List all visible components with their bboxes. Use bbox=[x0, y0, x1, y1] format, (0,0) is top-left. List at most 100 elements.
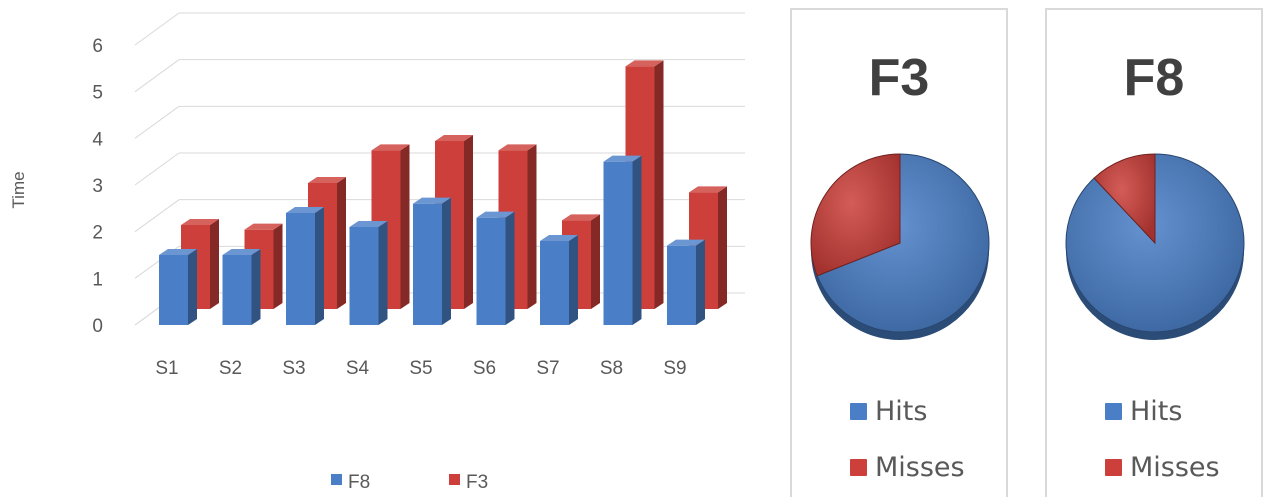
bar-f3-s9-side bbox=[718, 186, 727, 309]
bar-f8-s5-front bbox=[413, 203, 442, 325]
bar-f8-s7 bbox=[540, 235, 578, 325]
y-tick-label: 6 bbox=[92, 36, 103, 57]
bar-f8-s4-side bbox=[378, 221, 388, 325]
pie-title: F8 bbox=[1123, 49, 1185, 107]
bar-f8-s2-side bbox=[251, 249, 261, 325]
bar-f8-s9-front bbox=[667, 245, 696, 325]
legend-swatch bbox=[449, 474, 460, 485]
bar-f8-s4-front bbox=[349, 227, 379, 325]
bar-f8-s5 bbox=[413, 197, 451, 325]
legend-label: F8 bbox=[348, 472, 370, 493]
bar-f8-s8-side bbox=[632, 155, 642, 325]
x-tick-label: S5 bbox=[409, 358, 432, 379]
gridline-side bbox=[134, 199, 180, 233]
bar-f8-s8-top bbox=[603, 155, 642, 162]
bar-f8-s1-top bbox=[159, 249, 197, 255]
bar-f8-s8 bbox=[603, 155, 642, 325]
bar-f3-s2-side bbox=[273, 223, 283, 309]
pie-slice-misses bbox=[1093, 153, 1156, 245]
gridline-side bbox=[134, 12, 180, 46]
y-tick-label: 1 bbox=[92, 269, 103, 290]
pie-title: F3 bbox=[868, 49, 930, 107]
pie-chart-f8 bbox=[1065, 153, 1245, 340]
bar-f8-s7-top bbox=[540, 235, 578, 241]
x-tick-label: S3 bbox=[282, 358, 305, 379]
x-tick-label: S8 bbox=[600, 358, 623, 379]
legend-label: F3 bbox=[466, 472, 488, 493]
bar-f3-s8-top bbox=[625, 60, 664, 67]
bar-f8-s4-top bbox=[349, 221, 388, 227]
legend-label: Hits bbox=[875, 396, 928, 427]
bar-f3-s1-top bbox=[181, 219, 219, 225]
bar-f3-s1-side bbox=[210, 219, 219, 309]
y-tick-label: 0 bbox=[92, 316, 103, 337]
legend-item-misses: Misses bbox=[1105, 452, 1220, 483]
legend-label: Misses bbox=[875, 452, 965, 483]
bar-f8-s1-side bbox=[188, 249, 197, 325]
bar-f8-s2 bbox=[222, 249, 261, 325]
bar-f8-s7-side bbox=[569, 235, 578, 325]
x-tick-label: S7 bbox=[536, 358, 559, 379]
bar-f3-s9-top bbox=[689, 186, 727, 193]
bar-legend: F8 F3 bbox=[331, 472, 488, 493]
bar-f8-s6 bbox=[476, 211, 515, 325]
bar-f8-s3 bbox=[286, 207, 324, 325]
bar-f3-s3-top bbox=[308, 177, 346, 183]
bar-f8-s9-top bbox=[667, 239, 705, 246]
bar-f8-s3-top bbox=[286, 207, 324, 213]
bar-f8-s9-side bbox=[696, 239, 705, 325]
x-tick-label: S1 bbox=[155, 358, 178, 379]
bar-f8-s2-front bbox=[222, 255, 252, 325]
bar-f8-s9 bbox=[667, 239, 705, 325]
y-tick-label: 4 bbox=[92, 129, 103, 150]
bar-f8-s5-top bbox=[413, 197, 451, 204]
bar-f8-s3-front bbox=[286, 213, 315, 325]
legend-label: Misses bbox=[1130, 452, 1220, 483]
bars bbox=[159, 60, 727, 325]
bar-f3-s4-top bbox=[371, 144, 410, 151]
bar-f3-s5-side bbox=[464, 135, 473, 309]
legend-item-hits: Hits bbox=[1105, 396, 1182, 427]
bar-f8-s6-top bbox=[476, 211, 515, 218]
gridline-side bbox=[134, 152, 180, 186]
pie-chart-f3 bbox=[810, 153, 990, 340]
legend-swatch bbox=[331, 474, 342, 485]
bar-f3-s7-top bbox=[562, 214, 600, 221]
gridline-side bbox=[134, 59, 180, 93]
y-tick-label: 3 bbox=[92, 176, 103, 197]
y-tick-label: 5 bbox=[92, 83, 103, 104]
x-tick-label: S4 bbox=[346, 358, 370, 379]
bar-f3-s4-side bbox=[400, 144, 410, 309]
bar-chart: 0 1 2 3 4 5 6 S1 S2 S3 S4 S5 S6 S7 S8 S9 Time F8 F3 bbox=[9, 12, 745, 493]
bar-f8-s8-front bbox=[603, 161, 633, 325]
bar-f8-s7-front bbox=[540, 241, 569, 325]
pie-panel-f3: F3 Hits Misses bbox=[790, 8, 1008, 497]
bar-f3-s6-top bbox=[498, 144, 537, 151]
misses-swatch bbox=[850, 459, 867, 476]
legend-item-misses: Misses bbox=[850, 452, 965, 483]
x-tick-label: S9 bbox=[663, 358, 686, 379]
y-axis-label: Time bbox=[9, 171, 28, 208]
bar-f3-s2-top bbox=[244, 223, 283, 230]
bar-f3-s7-side bbox=[591, 214, 600, 309]
bar-f8-s5-side bbox=[442, 197, 451, 325]
bar-f3-s3-side bbox=[337, 177, 346, 309]
hits-swatch bbox=[1105, 403, 1122, 420]
bar-f8-s4 bbox=[349, 221, 388, 325]
misses-swatch bbox=[1105, 459, 1122, 476]
bar-f3-s8-side bbox=[654, 60, 664, 310]
x-tick-label: S6 bbox=[473, 358, 496, 379]
bar-f8-s1 bbox=[159, 249, 197, 325]
pie-slice-hits bbox=[816, 153, 990, 333]
pie-panel-f8: F8 Hits Misses bbox=[1045, 8, 1263, 497]
legend-item-hits: Hits bbox=[850, 396, 927, 427]
pie-slice-misses bbox=[810, 153, 901, 277]
bar-f3-s6-side bbox=[527, 144, 537, 309]
hits-swatch bbox=[850, 403, 867, 420]
y-tick-label: 2 bbox=[92, 223, 103, 244]
bar-f8-s2-top bbox=[222, 249, 261, 255]
gridline-side bbox=[134, 105, 180, 139]
x-tick-label: S2 bbox=[219, 358, 242, 379]
bar-f8-s3-side bbox=[315, 207, 324, 325]
bar-f8-s6-side bbox=[505, 211, 515, 325]
